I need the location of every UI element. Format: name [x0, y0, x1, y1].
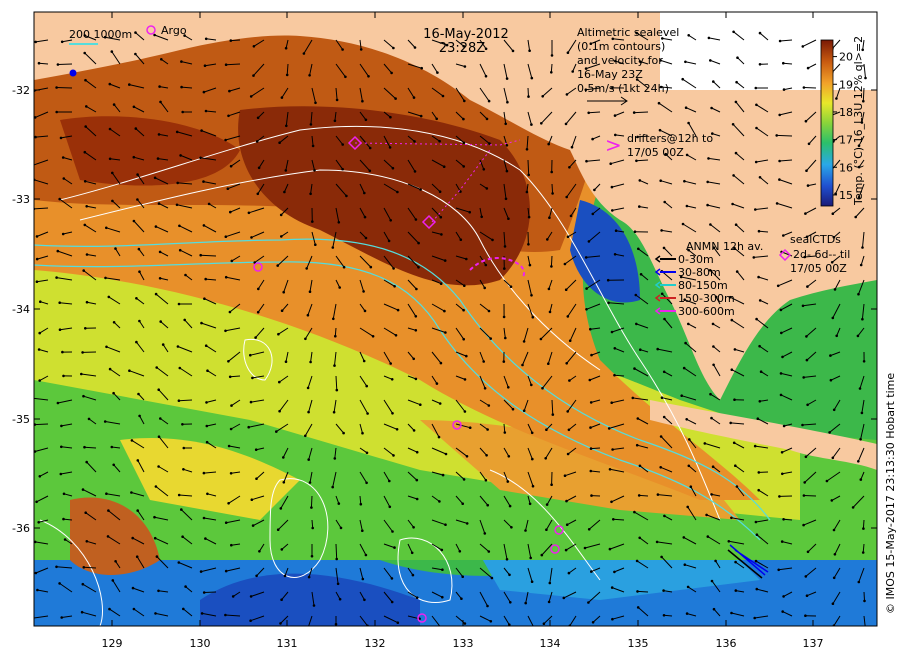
anmn-mooring — [70, 70, 77, 77]
altimetry-line: 0.5m/s (1kt 24h) — [577, 82, 669, 95]
lon-tick-label: 131 — [277, 637, 298, 650]
sst-field — [31, 12, 877, 631]
lat-tick-label: -34 — [12, 303, 30, 316]
anmn-legend-label: 150-300m — [678, 292, 735, 305]
lon-tick-label: 133 — [453, 637, 474, 650]
seal-legend-line: sealCTDs — [790, 233, 841, 246]
seal-legend-line: 2d- 6d-- til — [793, 248, 850, 261]
lon-tick-label: 136 — [716, 637, 737, 650]
colorbar-tick-label: 15 — [839, 189, 853, 202]
lon-tick-label: 137 — [803, 637, 824, 650]
anmn-legend-label: 0-30m — [678, 253, 714, 266]
lon-tick-label: 129 — [102, 637, 123, 650]
map-date: 16-May-2012 — [423, 27, 509, 42]
colorbar-tick-label: 18 — [839, 106, 853, 119]
lat-tick-label: -33 — [12, 193, 30, 206]
altimetry-line: Altimetric sealevel — [577, 26, 679, 39]
colorbar-tick-label: 17 — [839, 134, 853, 147]
colorbar-tick-label: 16 — [839, 161, 853, 174]
colorbar-tick-label: 20 — [839, 51, 853, 64]
altimetry-line: (0.1m contours) — [577, 40, 665, 53]
drifters-line-2: 17/05 00Z — [627, 146, 684, 159]
lat-tick-label: -36 — [12, 522, 30, 535]
altimetry-line: 16-May 23Z — [577, 68, 643, 81]
lon-tick-label: 135 — [628, 637, 649, 650]
lon-tick-label: 134 — [540, 637, 561, 650]
lat-tick-label: -35 — [12, 413, 30, 426]
altimetry-line: and velocity for — [577, 54, 663, 67]
drifters-line-1: drifters@12h to — [627, 132, 713, 145]
map-time: 23:28Z — [439, 41, 485, 56]
lon-tick-label: 132 — [365, 637, 386, 650]
lon-tick-label: 130 — [190, 637, 211, 650]
anmn-legend-label: 30-80m — [678, 266, 721, 279]
argo-legend-label: Argo — [161, 24, 187, 37]
anmn-legend-title: ANMN 12h av. — [686, 240, 763, 253]
colorbar-label: Temp. (°C) 16_L3U 12% ql>=2 — [852, 36, 865, 206]
colorbar-scale — [821, 40, 833, 206]
drifter-legend-icon: > — [605, 133, 622, 157]
colorbar-tick-label: 19 — [839, 78, 853, 91]
anmn-legend-label: 300-600m — [678, 305, 735, 318]
lat-tick-label: -32 — [12, 84, 30, 97]
credit-text: © IMOS 15-May-2017 23:13:30 Hobart time — [884, 373, 897, 614]
isobath-scale-label: 200 1000m — [69, 28, 132, 41]
anmn-legend-label: 80-150m — [678, 279, 728, 292]
seal-legend-line: 17/05 00Z — [790, 262, 847, 275]
